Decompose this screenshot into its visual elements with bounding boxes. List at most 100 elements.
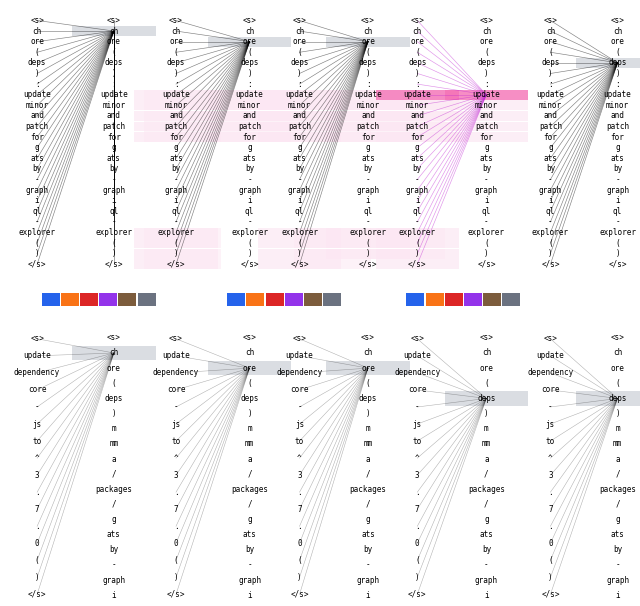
Bar (294, 132, 371, 142)
Text: deps: deps (541, 58, 559, 67)
Text: ats: ats (292, 154, 307, 163)
Text: ats: ats (243, 154, 257, 163)
Text: /: / (247, 470, 252, 479)
Text: patch: patch (164, 122, 188, 131)
Bar (376, 132, 459, 142)
Bar (134, 122, 218, 132)
Bar (445, 122, 528, 132)
Text: ): ) (297, 573, 302, 582)
Bar (376, 249, 459, 259)
Bar (304, 293, 322, 306)
Text: i: i (365, 591, 371, 600)
Text: ore: ore (243, 364, 257, 373)
Bar (368, 238, 445, 248)
Bar (218, 121, 294, 132)
Text: ): ) (247, 249, 252, 258)
Text: (: ( (415, 239, 420, 248)
Bar (326, 132, 410, 142)
Text: explorer: explorer (599, 228, 636, 237)
Text: -: - (173, 402, 179, 411)
Text: <s>: <s> (410, 335, 424, 343)
Text: (: ( (615, 48, 620, 57)
Text: .: . (35, 522, 40, 531)
Text: ): ) (173, 69, 179, 78)
Text: -: - (415, 218, 420, 227)
Bar (258, 249, 341, 259)
Text: <s>: <s> (169, 16, 183, 25)
Text: m: m (484, 424, 489, 433)
Text: explorer: explorer (19, 228, 56, 237)
Bar (368, 121, 445, 132)
Text: and: and (611, 112, 625, 121)
Text: js: js (413, 419, 422, 428)
Text: (: ( (484, 379, 489, 388)
Text: and: and (292, 112, 307, 121)
Text: g: g (173, 143, 179, 152)
Bar (258, 228, 341, 238)
Text: a: a (365, 454, 371, 464)
Text: -: - (548, 218, 553, 227)
Text: i: i (247, 196, 252, 205)
Text: 7: 7 (35, 505, 40, 514)
Text: update: update (354, 90, 382, 99)
Text: and: and (479, 112, 493, 121)
Text: /: / (365, 500, 371, 509)
Text: update: update (285, 90, 314, 99)
Text: ch: ch (109, 348, 118, 358)
Text: -: - (615, 175, 620, 184)
Text: a: a (247, 454, 252, 464)
Bar (138, 293, 156, 306)
Text: minor: minor (102, 101, 125, 110)
Text: to: to (546, 436, 555, 445)
Text: (: ( (111, 379, 116, 388)
Text: .: . (548, 522, 553, 531)
Text: dependency: dependency (14, 368, 60, 378)
Text: :: : (247, 79, 252, 88)
Text: graph: graph (475, 185, 498, 195)
Text: graph: graph (238, 185, 261, 195)
Text: ^: ^ (35, 454, 40, 462)
Text: ): ) (615, 69, 620, 78)
Text: m: m (247, 424, 252, 433)
Text: /: / (111, 500, 116, 509)
Text: update: update (100, 90, 128, 99)
Text: explorer: explorer (349, 228, 387, 237)
Text: ats: ats (361, 530, 375, 539)
Text: :: : (548, 79, 553, 88)
Text: patch: patch (26, 122, 49, 131)
Text: ): ) (415, 573, 420, 582)
Text: ql: ql (546, 207, 555, 216)
Text: deps: deps (359, 394, 377, 403)
Text: 0: 0 (548, 539, 553, 548)
Text: g: g (35, 143, 40, 152)
Text: ch: ch (482, 27, 491, 36)
Text: patch: patch (406, 122, 429, 131)
Text: ore: ore (479, 37, 493, 46)
Text: (: ( (173, 556, 179, 565)
Text: ): ) (247, 409, 252, 418)
Text: ch: ch (613, 348, 622, 358)
Text: g: g (297, 143, 302, 152)
Text: and: and (169, 112, 183, 121)
Text: to: to (413, 436, 422, 445)
Bar (445, 90, 528, 99)
Bar (294, 90, 371, 100)
Bar (294, 248, 371, 259)
Text: update: update (403, 90, 431, 99)
Text: for: for (410, 133, 424, 142)
Text: for: for (243, 133, 257, 142)
Bar (368, 132, 445, 142)
Text: by: by (245, 164, 254, 173)
Text: </s>: </s> (359, 260, 377, 269)
Text: by: by (546, 164, 555, 173)
Text: deps: deps (167, 58, 185, 67)
Bar (227, 293, 245, 306)
Text: <s>: <s> (611, 16, 625, 25)
Text: by: by (172, 164, 180, 173)
Text: /: / (484, 500, 489, 509)
Text: patch: patch (475, 122, 498, 131)
Text: i: i (615, 196, 620, 205)
Text: explorer: explorer (399, 228, 436, 237)
Bar (576, 58, 640, 68)
Text: (: ( (35, 556, 40, 565)
